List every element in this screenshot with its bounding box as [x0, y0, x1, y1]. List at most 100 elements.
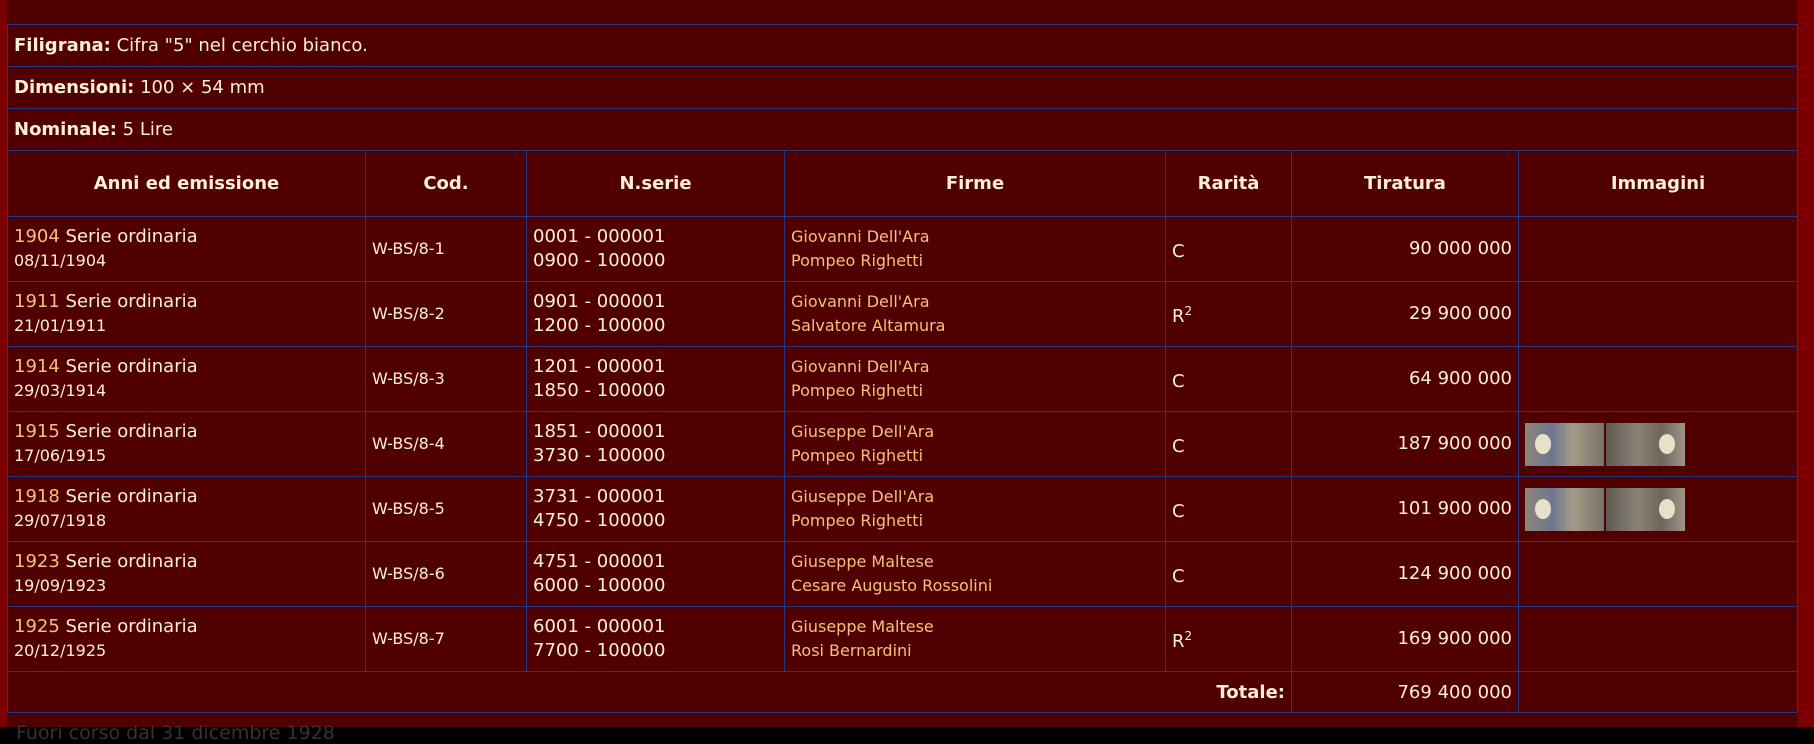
signature-1[interactable]: Giovanni Dell'Ara [791, 227, 930, 246]
rarity: C [1165, 346, 1292, 412]
column-header: Cod. [365, 150, 527, 217]
footer-note: Fuori corso dal 31 dicembre 1928 [16, 722, 335, 744]
signature-2[interactable]: Cesare Augusto Rossolini [791, 576, 993, 595]
issue-date: 29/03/1914 [14, 381, 107, 400]
signature-1[interactable]: Giovanni Dell'Ara [791, 357, 930, 376]
serie-end: 1850 - 100000 [533, 380, 666, 401]
serie-end: 6000 - 100000 [533, 575, 666, 596]
signature-2[interactable]: Pompeo Righetti [791, 446, 924, 465]
tiratura: 29 900 000 [1291, 281, 1519, 347]
info-row: Filigrana: Cifra "5" nel cerchio bianco. [6, 24, 1799, 67]
year-link[interactable]: 1904 [14, 226, 60, 247]
info-label: Dimensioni: [14, 77, 135, 98]
banknote-front-thumbnail[interactable] [1525, 422, 1604, 466]
table-row: 1911 Serie ordinaria 21/01/1911 W-BS/8-2 … [7, 281, 1799, 347]
code: W-BS/8-2 [365, 281, 527, 347]
issue-date: 21/01/1911 [14, 316, 107, 335]
year-link[interactable]: 1923 [14, 551, 60, 572]
table-row: 1918 Serie ordinaria 29/07/1918 W-BS/8-5 … [7, 476, 1799, 542]
issue-type: Serie ordinaria [65, 291, 198, 312]
serie-end: 7700 - 100000 [533, 640, 666, 661]
serie-end: 3730 - 100000 [533, 445, 666, 466]
serie-end: 1200 - 100000 [533, 315, 666, 336]
column-header: N.serie [526, 150, 785, 217]
serie-start: 3731 - 000001 [533, 486, 666, 507]
issue-type: Serie ordinaria [65, 421, 198, 442]
info-value: 100 × 54 mm [140, 77, 265, 98]
issue-date: 17/06/1915 [14, 446, 107, 465]
signature-2[interactable]: Pompeo Righetti [791, 511, 924, 530]
year-link[interactable]: 1918 [14, 486, 60, 507]
issue-type: Serie ordinaria [65, 551, 198, 572]
column-header: Rarità [1165, 150, 1292, 217]
signature-2[interactable]: Salvatore Altamura [791, 316, 946, 335]
rarity: C [1165, 541, 1292, 607]
issue-date: 29/07/1918 [14, 511, 107, 530]
total-label: Totale: [7, 671, 1292, 713]
signature-2[interactable]: Pompeo Righetti [791, 381, 924, 400]
signature-1[interactable]: Giuseppe Dell'Ara [791, 422, 935, 441]
serie-start: 6001 - 000001 [533, 616, 666, 637]
year-link[interactable]: 1925 [14, 616, 60, 637]
rarity: R2 [1165, 281, 1292, 347]
year-link[interactable]: 1915 [14, 421, 60, 442]
banknote-back-thumbnail[interactable] [1606, 487, 1685, 531]
serie-start: 1851 - 000001 [533, 421, 666, 442]
images-cell [1517, 411, 1799, 477]
info-row: Nominale: 5 Lire [6, 108, 1799, 151]
column-header: Firme [784, 150, 1166, 217]
table-row: 1914 Serie ordinaria 29/03/1914 W-BS/8-3 … [7, 346, 1799, 412]
issue-date: 20/12/1925 [14, 641, 107, 660]
info-label: Nominale: [14, 119, 117, 140]
year-link[interactable]: 1911 [14, 291, 60, 312]
tiratura: 90 000 000 [1291, 216, 1519, 282]
signature-1[interactable]: Giuseppe Dell'Ara [791, 487, 935, 506]
code: W-BS/8-4 [365, 411, 527, 477]
issue-type: Serie ordinaria [65, 356, 198, 377]
issue-type: Serie ordinaria [65, 226, 198, 247]
total-empty [1517, 671, 1799, 713]
images-cell [1517, 281, 1799, 347]
table-row: 1915 Serie ordinaria 17/06/1915 W-BS/8-4 … [7, 411, 1799, 477]
column-header: Tiratura [1291, 150, 1519, 217]
serie-start: 0901 - 000001 [533, 291, 666, 312]
signature-2[interactable]: Rosi Bernardini [791, 641, 912, 660]
signature-2[interactable]: Pompeo Righetti [791, 251, 924, 270]
serie-end: 0900 - 100000 [533, 250, 666, 271]
tiratura: 187 900 000 [1291, 411, 1519, 477]
images-cell [1517, 216, 1799, 282]
rarity: C [1165, 476, 1292, 542]
column-header: Anni ed emissione [7, 150, 366, 217]
total-row: Totale: 769 400 000 [7, 671, 1799, 713]
images-cell [1517, 606, 1799, 672]
year-link[interactable]: 1914 [14, 356, 60, 377]
table-header: Anni ed emissione Cod. N.serie Firme Rarità T… [7, 150, 1799, 217]
serie-start: 4751 - 000001 [533, 551, 666, 572]
rarity: C [1165, 411, 1292, 477]
total-value: 769 400 000 [1291, 671, 1519, 713]
banknote-front-thumbnail[interactable] [1525, 487, 1604, 531]
table-row: 1904 Serie ordinaria 08/11/1904 W-BS/8-1 … [7, 216, 1799, 282]
serie-start: 1201 - 000001 [533, 356, 666, 377]
banknote-table: Filigrana: Cifra "5" nel cerchio bianco.… [6, 24, 1799, 713]
info-label: Filigrana: [14, 35, 111, 56]
signature-1[interactable]: Giuseppe Maltese [791, 552, 934, 571]
issue-type: Serie ordinaria [65, 616, 198, 637]
images-cell [1517, 541, 1799, 607]
info-value: 5 Lire [122, 119, 173, 140]
table-row: 1925 Serie ordinaria 20/12/1925 W-BS/8-7 … [7, 606, 1799, 672]
tiratura: 101 900 000 [1291, 476, 1519, 542]
tiratura: 169 900 000 [1291, 606, 1519, 672]
rarity: C [1165, 216, 1292, 282]
images-cell [1517, 346, 1799, 412]
rarity: R2 [1165, 606, 1292, 672]
issue-date: 19/09/1923 [14, 576, 107, 595]
tiratura: 64 900 000 [1291, 346, 1519, 412]
column-header: Immagini [1517, 150, 1799, 217]
images-cell [1517, 476, 1799, 542]
signature-1[interactable]: Giuseppe Maltese [791, 617, 934, 636]
banknote-back-thumbnail[interactable] [1606, 422, 1685, 466]
serie-start: 0001 - 000001 [533, 226, 666, 247]
signature-1[interactable]: Giovanni Dell'Ara [791, 292, 930, 311]
tiratura: 124 900 000 [1291, 541, 1519, 607]
